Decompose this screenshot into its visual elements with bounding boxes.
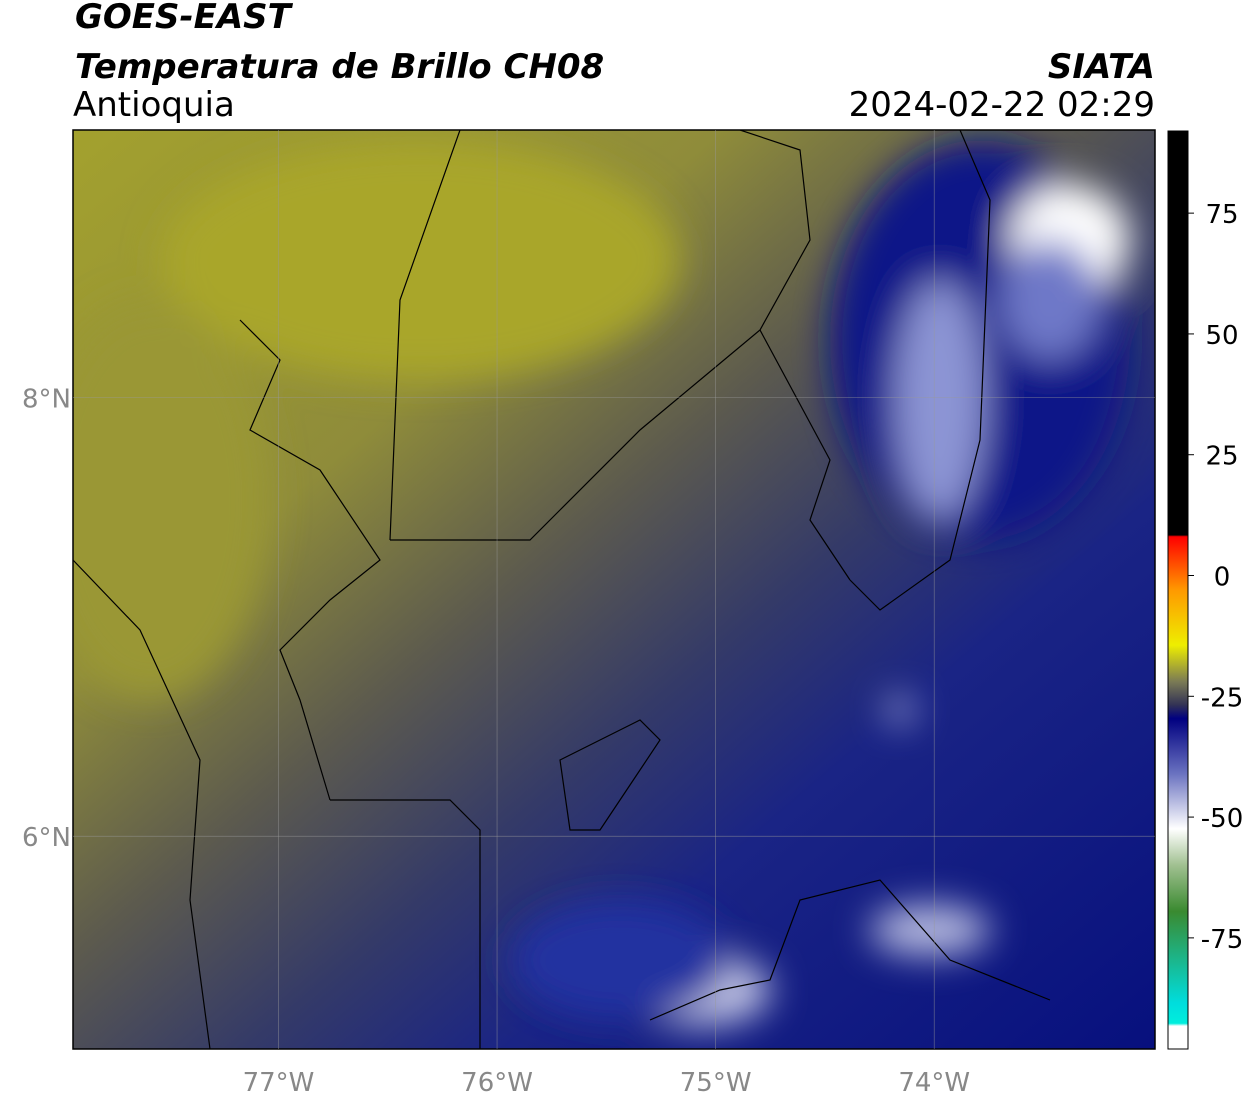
colorbar-tick-label: -25 — [1201, 683, 1243, 713]
datetime: 2024-02-22 02:29 — [849, 85, 1155, 125]
colorbar-tick-label: 50 — [1205, 321, 1238, 351]
colorbar-tick-label: -75 — [1201, 925, 1243, 955]
colorbar-tick-label: 0 — [1214, 563, 1231, 593]
colorbar-tick-label: 25 — [1205, 442, 1238, 472]
title: GOES-EAST — [75, 0, 294, 37]
map-image — [73, 130, 1155, 1049]
x-tick-label: 77°W — [243, 1068, 315, 1098]
y-tick-label: 8°N — [22, 385, 71, 415]
source: SIATA — [1048, 47, 1155, 87]
subtitle: Temperatura de Brillo CH08 — [75, 47, 604, 87]
colorbar-tick-label: 75 — [1205, 200, 1238, 230]
x-tick-label: 74°W — [898, 1068, 970, 1098]
x-tick-label: 76°W — [461, 1068, 533, 1098]
map-frame — [72, 129, 1156, 1050]
x-tick-label: 75°W — [680, 1068, 752, 1098]
region: Antioquia — [73, 85, 235, 125]
colorbar-tick-label: -50 — [1201, 804, 1243, 834]
colorbar — [1167, 130, 1189, 1050]
y-tick-label: 6°N — [22, 823, 71, 853]
